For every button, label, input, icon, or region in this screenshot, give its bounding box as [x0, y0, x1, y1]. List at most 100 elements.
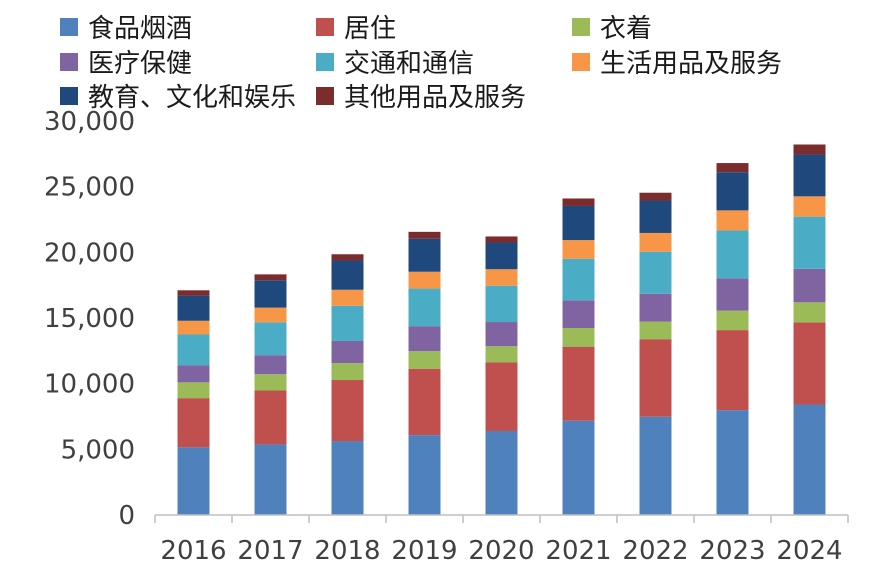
bar-2020-series-2 — [485, 346, 518, 363]
bar-2017-series-2 — [254, 374, 287, 391]
bar-2024-series-1 — [793, 322, 826, 405]
bar-2018-series-6 — [331, 260, 364, 290]
bar-2023-series-0 — [716, 410, 749, 515]
bar-2016-series-6 — [177, 295, 210, 321]
legend-label-2: 衣着 — [600, 14, 652, 44]
bar-2022-series-3 — [639, 293, 672, 322]
x-tick-label-2017: 2017 — [237, 536, 303, 566]
y-tick-label-4: 20,000 — [44, 238, 135, 268]
bar-2023-series-1 — [716, 330, 749, 411]
bar-2018-series-7 — [331, 254, 364, 261]
bar-2016-series-2 — [177, 382, 210, 399]
bar-2017-series-3 — [254, 355, 287, 375]
bar-2018-series-5 — [331, 289, 364, 306]
bar-2018-series-3 — [331, 340, 364, 364]
x-tick-label-2020: 2020 — [468, 536, 534, 566]
x-tick-label-2021: 2021 — [545, 536, 611, 566]
x-tick-label-2022: 2022 — [622, 536, 688, 566]
legend-swatch-4 — [316, 53, 334, 71]
bar-2017-series-0 — [254, 444, 287, 515]
bar-2016-series-1 — [177, 398, 210, 448]
bar-2019-series-3 — [408, 326, 441, 352]
bar-2018-series-4 — [331, 305, 364, 341]
bar-2020-series-4 — [485, 285, 518, 323]
legend-label-6: 教育、文化和娱乐 — [88, 83, 296, 113]
bar-2022-series-0 — [639, 416, 672, 515]
x-tick-label-2024: 2024 — [776, 536, 842, 566]
bar-2017-series-6 — [254, 280, 287, 308]
x-tick-label-2023: 2023 — [699, 536, 765, 566]
legend-label-3: 医疗保健 — [88, 49, 192, 79]
bar-2019-series-0 — [408, 435, 441, 515]
bar-series-group — [177, 144, 826, 515]
bar-2019-series-5 — [408, 271, 441, 289]
legend-label-0: 食品烟酒 — [88, 14, 192, 44]
bar-2020-series-1 — [485, 362, 518, 431]
bar-2017-series-4 — [254, 322, 287, 356]
bar-2024-series-6 — [793, 154, 826, 197]
bar-2024-series-7 — [793, 144, 826, 155]
bar-2016-series-4 — [177, 334, 210, 366]
y-axis: 0 5,000 10,000 15,000 20,000 25,000 30,000 — [44, 107, 135, 531]
bar-2024-series-2 — [793, 302, 826, 323]
bar-2021-series-1 — [562, 346, 595, 421]
bar-2019-series-6 — [408, 238, 441, 272]
y-tick-label-2: 10,000 — [44, 370, 135, 400]
bar-2022-series-6 — [639, 200, 672, 233]
bar-2022-series-5 — [639, 232, 672, 252]
y-tick-label-1: 5,000 — [61, 435, 135, 465]
bar-2019-series-2 — [408, 351, 441, 369]
bar-2022-series-2 — [639, 321, 672, 340]
legend-label-1: 居住 — [344, 14, 396, 44]
bar-2023-series-2 — [716, 310, 749, 331]
bar-2023-series-5 — [716, 210, 749, 231]
legend-swatch-3 — [60, 53, 78, 71]
bar-2017-series-7 — [254, 274, 287, 281]
legend-swatch-2 — [572, 18, 590, 36]
bar-2021-series-3 — [562, 300, 595, 329]
bar-2020-series-3 — [485, 322, 518, 347]
bar-2023-series-7 — [716, 163, 749, 173]
bar-2016-series-5 — [177, 320, 210, 335]
bar-2020-series-0 — [485, 430, 518, 515]
bar-2021-series-5 — [562, 240, 595, 259]
bar-2021-series-4 — [562, 258, 595, 301]
bar-2017-series-5 — [254, 307, 287, 323]
y-tick-label-5: 25,000 — [44, 173, 135, 203]
legend-label-7: 其他用品及服务 — [344, 83, 526, 113]
legend-swatch-0 — [60, 18, 78, 36]
bar-2019-series-4 — [408, 288, 441, 327]
bar-2018-series-2 — [331, 363, 364, 381]
bar-2019-series-7 — [408, 231, 441, 239]
bar-2019-series-1 — [408, 368, 441, 436]
bar-2022-series-4 — [639, 251, 672, 294]
bar-2016-series-7 — [177, 290, 210, 296]
bar-2022-series-7 — [639, 192, 672, 201]
bar-2018-series-1 — [331, 380, 364, 442]
legend-swatch-7 — [316, 87, 334, 105]
legend-swatch-1 — [316, 18, 334, 36]
bar-2021-series-0 — [562, 420, 595, 515]
legend-label-5: 生活用品及服务 — [600, 49, 782, 79]
bar-2024-series-5 — [793, 196, 826, 217]
y-tick-label-6: 30,000 — [44, 107, 135, 137]
bar-2016-series-0 — [177, 447, 210, 515]
bar-2021-series-2 — [562, 328, 595, 347]
bar-2023-series-4 — [716, 230, 749, 279]
bar-2022-series-1 — [639, 339, 672, 417]
x-tick-label-2016: 2016 — [160, 536, 226, 566]
bar-2021-series-7 — [562, 198, 595, 206]
legend-swatch-5 — [572, 53, 590, 71]
bar-2017-series-1 — [254, 390, 287, 445]
legend-swatch-6 — [60, 87, 78, 105]
bar-2020-series-6 — [485, 242, 518, 270]
x-axis: 2016 2017 2018 2019 2020 2021 2022 2023 2024 — [154, 514, 849, 566]
bar-2020-series-7 — [485, 236, 518, 243]
bar-2020-series-5 — [485, 269, 518, 286]
y-tick-label-0: 0 — [118, 501, 135, 531]
bar-2024-series-0 — [793, 404, 826, 515]
x-tick-label-2019: 2019 — [391, 536, 457, 566]
bar-2023-series-6 — [716, 172, 749, 211]
bar-2024-series-3 — [793, 268, 826, 303]
